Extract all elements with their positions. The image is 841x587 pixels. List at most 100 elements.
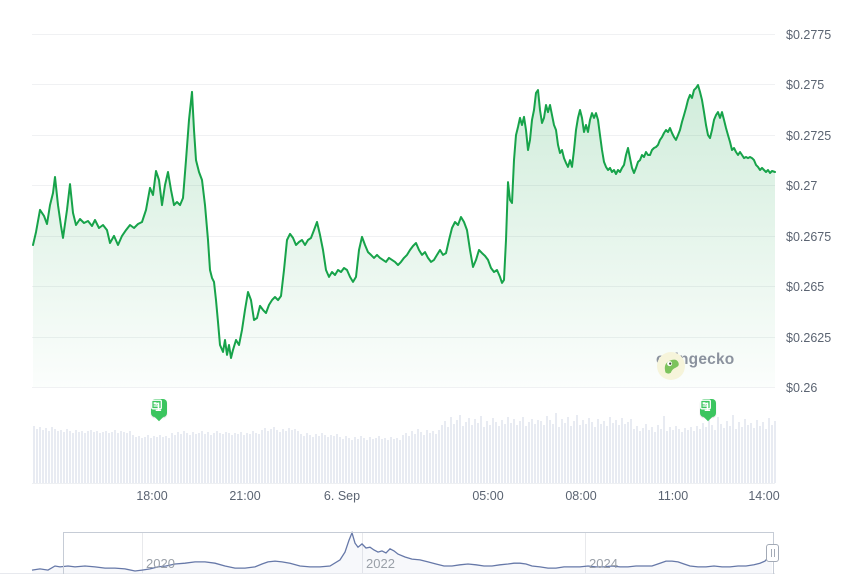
price-axis-label: $0.2675 — [786, 230, 831, 244]
volume-bar — [597, 419, 599, 483]
volume-bar — [312, 437, 314, 483]
navigator-handle[interactable] — [766, 544, 779, 562]
price-area-fill — [33, 85, 775, 387]
volume-bar — [774, 421, 776, 483]
volume-bar — [696, 426, 698, 483]
price-axis-label: $0.26 — [786, 381, 817, 395]
volume-bar — [222, 434, 224, 483]
volume-bar — [558, 427, 560, 483]
price-axis-label: $0.2775 — [786, 28, 831, 42]
volume-bar — [642, 428, 644, 483]
time-axis-label: 18:00 — [136, 489, 167, 503]
navigator-year-labels: 2020 2022 2024 — [146, 556, 618, 571]
time-axis-label: 05:00 — [472, 489, 503, 503]
volume-bar — [111, 432, 113, 483]
volume-bar — [726, 421, 728, 483]
volume-bar — [480, 416, 482, 483]
volume-bar — [453, 424, 455, 483]
volume-bar — [507, 417, 509, 483]
volume-bar — [594, 427, 596, 483]
volume-bar — [672, 430, 674, 483]
volume-bar — [75, 430, 77, 483]
volume-bar — [582, 420, 584, 483]
volume-bar — [276, 430, 278, 483]
navigator-year-label: 2020 — [146, 556, 175, 571]
volume-bar — [336, 434, 338, 483]
volume-bar — [666, 431, 668, 483]
volume-bar — [372, 439, 374, 483]
volume-bar — [699, 429, 701, 483]
volume-bar — [654, 432, 656, 483]
time-axis-label: 11:00 — [658, 489, 688, 503]
volume-bar — [327, 437, 329, 483]
volume-bar — [585, 424, 587, 483]
volume-bar — [477, 423, 479, 483]
volume-bar — [564, 423, 566, 483]
volume-bar — [732, 415, 734, 483]
volume-bar — [84, 433, 86, 483]
volume-bar — [141, 438, 143, 483]
volume-bar — [342, 439, 344, 483]
navigator-year-label: 2024 — [589, 556, 618, 571]
volume-bar — [168, 438, 170, 483]
volume-bar — [162, 437, 164, 483]
event-flag[interactable]: 1 — [700, 399, 717, 417]
volume-bar — [180, 434, 182, 483]
volume-bar — [387, 440, 389, 483]
volume-bar — [363, 438, 365, 483]
volume-bar — [753, 428, 755, 483]
news-icon — [151, 399, 162, 410]
volume-bar — [489, 425, 491, 483]
volume-bar — [636, 426, 638, 483]
volume-bar — [378, 436, 380, 483]
volume-bar — [117, 433, 119, 483]
volume-bar — [234, 433, 236, 483]
volume-bar — [765, 429, 767, 483]
volume-bar — [690, 427, 692, 483]
volume-bar — [345, 436, 347, 483]
volume-bar — [279, 432, 281, 483]
volume-bar — [579, 425, 581, 483]
time-axis-label: 21:00 — [229, 489, 260, 503]
volume-bar — [129, 431, 131, 483]
volume-bar — [144, 437, 146, 483]
volume-bar — [171, 433, 173, 483]
volume-bar — [468, 418, 470, 483]
volume-bar — [63, 432, 65, 483]
volume-bar — [96, 431, 98, 483]
volume-bar — [375, 438, 377, 483]
volume-bar — [729, 426, 731, 483]
volume-bar — [651, 427, 653, 483]
volume-bar — [90, 430, 92, 483]
volume-bar — [123, 432, 125, 483]
volume-bar — [573, 421, 575, 483]
volume-bar — [723, 428, 725, 483]
volume-bar — [522, 417, 524, 483]
volume-bar — [366, 440, 368, 483]
volume-bar — [114, 430, 116, 483]
volume-bar — [93, 432, 95, 483]
volume-bar — [693, 431, 695, 483]
volume-bar — [738, 422, 740, 483]
volume-bar — [135, 437, 137, 483]
volume-bar — [471, 425, 473, 483]
volume-bar — [201, 431, 203, 483]
volume-bar — [294, 429, 296, 483]
volume-bar — [228, 433, 230, 483]
volume-bar — [768, 418, 770, 483]
event-flag[interactable]: 1 — [151, 399, 168, 417]
navigator-area-fill — [32, 532, 772, 573]
volume-bar — [360, 436, 362, 483]
volume-bar — [711, 425, 713, 483]
price-axis-label: $0.265 — [786, 280, 824, 294]
volume-bar — [399, 440, 401, 483]
navigator-window[interactable] — [63, 532, 774, 574]
volume-bar — [189, 435, 191, 483]
news-icon — [700, 399, 711, 410]
volume-bar — [429, 433, 431, 483]
volume-bar — [513, 419, 515, 483]
volume-bar — [537, 420, 539, 483]
volume-bar — [426, 430, 428, 483]
